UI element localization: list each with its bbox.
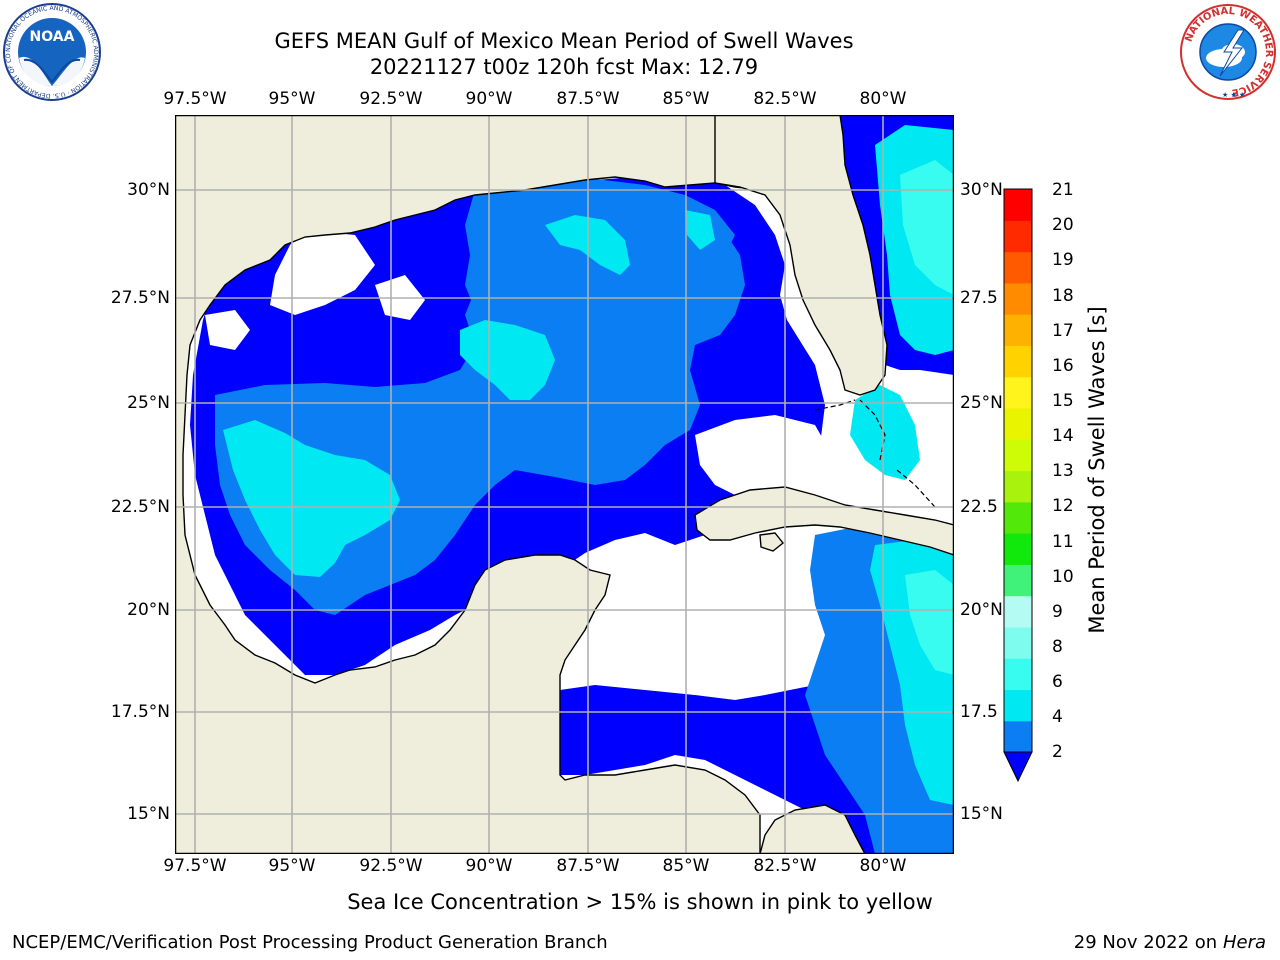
lon-label-top-5: 87.5°W [556,89,620,109]
lon-label-bottom-4: 90°W [465,856,513,876]
caribbean-light-cyan [905,570,954,675]
lon-label-top-7: 82.5°W [753,89,817,109]
lon-label-bottom-5: 87.5°W [556,856,620,876]
noaa-logo: NATIONAL OCEANIC AND ATMOSPHERIC ADMINIS… [2,2,101,101]
lon-label-bottom-6: 85°W [662,856,710,876]
svg-text:NOAA: NOAA [30,29,75,45]
lat-label-left-7: 15°N [127,804,170,824]
colorbar-segment [1004,626,1032,659]
gulf-cyan-north-2 [685,210,715,250]
swell-period-map [175,115,954,854]
land-cuba [694,486,954,556]
colorbar-tick-11: 11 [1052,532,1074,552]
colorbar [1003,188,1033,783]
land-central-america [759,804,866,854]
colorbar-tick-14: 14 [1052,426,1074,446]
gulf-cyan-central [460,320,555,400]
svg-text:★ ★ ★: ★ ★ ★ [1222,91,1245,99]
lat-label-left-6: 17.5°N [110,702,170,722]
colorbar-segment [1004,314,1032,346]
lat-label-right-7: 15°N [960,804,1003,824]
nws-logo: NATIONAL WEATHER SERVICE ★ ★ ★ [1180,4,1276,100]
colorbar-tick-2: 2 [1052,742,1063,762]
colorbar-tick-20: 20 [1052,215,1074,235]
land-isle-of-youth [759,532,784,552]
footer-machine: Hera [1222,932,1266,953]
lat-label-right-4: 22.5 [960,497,998,517]
colorbar-tick-4: 4 [1052,707,1063,727]
colorbar-segment [1004,564,1032,597]
nodata-patches [205,230,835,695]
gulf-cyan-west [223,420,400,577]
lon-label-bottom-7: 82.5°W [753,856,817,876]
colorbar-tick-10: 10 [1052,567,1074,587]
colorbar-tick-9: 9 [1052,602,1063,622]
footer-date-text: 29 Nov 2022 on [1073,932,1218,953]
lon-label-top-8: 80°W [859,89,907,109]
map-subtitle: 20221127 t00z 120h fcst Max: 12.79 [369,55,759,79]
colorbar-tick-8: 8 [1052,637,1063,657]
colorbar-tick-16: 16 [1052,356,1074,376]
lon-label-bottom-8: 80°W [859,856,907,876]
colorbar-tick-15: 15 [1052,391,1074,411]
footer-date: 29 Nov 2022 on Hera [1074,932,1266,953]
colorbar-segment [1004,595,1032,628]
colorbar-segment [1004,282,1032,315]
colorbar-segment [1004,251,1032,284]
colorbar-tick-13: 13 [1052,461,1074,481]
sea-ice-note-row: Sea Ice Concentration > 15% is shown in … [0,890,1280,914]
colorbar-tick-21: 21 [1052,180,1074,200]
colorbar-segment [1004,220,1032,253]
colorbar-tick-19: 19 [1052,250,1074,270]
colorbar-segment [1004,689,1032,722]
colorbar-label: Mean Period of Swell Waves [s] [1085,306,1109,634]
map-title: GEFS MEAN Gulf of Mexico Mean Period of … [274,29,854,53]
colorbar-segment [1004,345,1032,378]
lat-label-left-3: 25°N [127,393,170,413]
lat-label-left-2: 27.5°N [110,288,170,308]
straits-cyan [850,385,920,480]
lon-label-bottom-2: 95°W [268,856,316,876]
colorbar-tick-18: 18 [1052,286,1074,306]
lat-label-right-1: 30°N [960,180,1003,200]
colorbar-segment [1004,501,1032,534]
lon-label-top-1: 97.5°W [163,89,227,109]
colorbar-segment [1004,439,1032,472]
lon-label-top-3: 92.5°W [359,89,423,109]
lon-label-top-2: 95°W [268,89,316,109]
lat-label-left-4: 22.5°N [110,497,170,517]
colorbar-under-arrow [1003,751,1033,783]
colorbar-segment [1004,470,1032,503]
colorbar-tick-12: 12 [1052,496,1074,516]
lat-label-right-5: 20°N [960,600,1003,620]
colorbar-segment [1004,658,1032,691]
lat-label-left-5: 20°N [127,600,170,620]
colorbar-segment [1004,407,1032,440]
footer-credit: NCEP/EMC/Verification Post Processing Pr… [12,932,608,953]
colorbar-tick-6: 6 [1052,672,1063,692]
colorbar-segment [1004,376,1032,409]
lon-label-top-4: 90°W [465,89,513,109]
atlantic-light-cyan [900,160,954,295]
colorbar-segment [1004,720,1032,753]
lat-label-left-1: 30°N [127,180,170,200]
lat-label-right-6: 17.5 [960,702,998,722]
sea-ice-note: Sea Ice Concentration > 15% is shown in … [347,890,933,914]
graticule [175,115,954,854]
map-frame [175,115,954,854]
lat-label-right-2: 27.5 [960,288,998,308]
lon-label-bottom-1: 97.5°W [163,856,227,876]
land-masses [175,115,954,854]
land-florida [714,115,888,396]
colorbar-segment [1004,533,1032,565]
lat-label-right-3: 25°N [960,393,1003,413]
lon-label-bottom-3: 92.5°W [359,856,423,876]
colorbar-tick-17: 17 [1052,321,1074,341]
colorbar-segment [1004,189,1032,221]
colorbar-segments [1003,189,1033,783]
colorbar-frame [1003,188,1033,753]
lon-label-top-6: 85°W [662,89,710,109]
